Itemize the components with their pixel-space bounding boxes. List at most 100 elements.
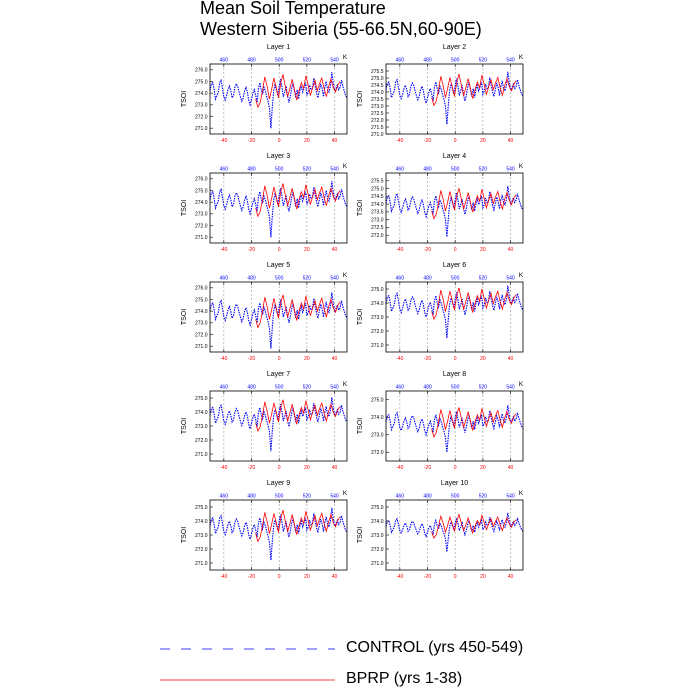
bprp-series-line (431, 73, 517, 107)
figure: Layer 1 K 460 480 500 520 540 -40 -20 0 20 40 271.0 2… (181, 44, 524, 580)
y-tick-label: 276.0 (195, 68, 208, 74)
control-series-line (209, 397, 348, 452)
bprp-series-line (431, 513, 517, 539)
y-tick-label: 275.0 (371, 505, 384, 511)
top-tick-label: 540 (506, 167, 515, 173)
bottom-tick-label: -20 (248, 465, 255, 471)
legend-bprp-label: BPRP (yrs 1-38) (346, 670, 463, 687)
panel-5: Layer 5 K 460 480 500 520 540 -40 -20 0 20 40 271.0 2… (181, 262, 348, 362)
panel-frame (385, 390, 524, 462)
top-tick-label: 540 (330, 58, 339, 64)
y-axis-label: TSOI (357, 200, 364, 216)
top-tick-label: 500 (451, 58, 460, 64)
y-axis-label: TSOI (357, 527, 364, 543)
panel-title: Layer 5 (267, 262, 290, 269)
y-tick-label: 272.5 (371, 225, 384, 231)
top-tick-label: 500 (451, 167, 460, 173)
y-tick-label: 272.0 (195, 114, 208, 120)
top-tick-label: 540 (330, 276, 339, 282)
top-tick-label: 480 (423, 494, 432, 500)
bottom-tick-label: 40 (508, 356, 514, 362)
top-tick-label: 480 (423, 385, 432, 391)
bottom-tick-label: -40 (220, 574, 227, 580)
y-tick-label: 275.0 (195, 297, 208, 303)
top-tick-label: 460 (220, 276, 229, 282)
top-tick-label: 460 (396, 276, 405, 282)
legend-item-control: CONTROL (yrs 450-549) (160, 637, 580, 661)
y-tick-label: 275.0 (371, 398, 384, 404)
bottom-tick-label: 40 (508, 574, 514, 580)
y-tick-label: 274.0 (195, 91, 208, 97)
y-tick-label: 274.0 (195, 200, 208, 206)
y-tick-label: 276.0 (195, 286, 208, 292)
top-tick-label: 480 (247, 276, 256, 282)
bprp-series-line (431, 188, 517, 220)
y-tick-label: 274.0 (371, 202, 384, 208)
top-tick-label: 540 (506, 276, 515, 282)
panel-8: Layer 8 K 460 480 500 520 540 -40 -20 0 20 40 272.0 2… (357, 371, 524, 471)
bottom-tick-label: -40 (220, 138, 227, 144)
y-tick-label: 272.0 (371, 547, 384, 553)
top-tick-label: 460 (396, 494, 405, 500)
bottom-tick-label: -40 (220, 465, 227, 471)
top-tick-label: 500 (275, 58, 284, 64)
top-tick-label: 520 (479, 276, 488, 282)
bottom-tick-label: 20 (480, 247, 486, 253)
y-tick-label: 272.0 (371, 329, 384, 335)
control-series-line (209, 181, 348, 238)
y-tick-label: 274.0 (195, 410, 208, 416)
y-tick-label: 273.0 (371, 433, 384, 439)
bottom-tick-label: -20 (248, 247, 255, 253)
bottom-tick-label: 0 (278, 574, 281, 580)
y-tick-label: 274.0 (195, 309, 208, 315)
bottom-tick-label: 20 (480, 138, 486, 144)
top-tick-label: 500 (275, 494, 284, 500)
y-tick-label: 274.0 (195, 519, 208, 525)
top-tick-label: 520 (303, 276, 312, 282)
bottom-tick-label: -20 (248, 574, 255, 580)
top-tick-label: 500 (275, 385, 284, 391)
bottom-tick-label: 40 (332, 356, 338, 362)
bprp-series-line (255, 399, 341, 433)
y-tick-label: 272.0 (195, 332, 208, 338)
top-tick-label: 520 (303, 494, 312, 500)
legend-control-swatch (160, 648, 335, 650)
y-tick-label: 271.0 (195, 344, 208, 350)
panel-3: Layer 3 K 460 480 500 520 540 -40 -20 0 20 40 271.0 2… (181, 153, 348, 253)
bprp-series-line (431, 287, 517, 321)
y-tick-label: 271.5 (371, 125, 384, 131)
y-tick-label: 273.0 (371, 217, 384, 223)
top-axis-unit: K (343, 381, 348, 388)
y-tick-label: 271.0 (371, 343, 384, 349)
top-tick-label: 460 (220, 167, 229, 173)
control-series-line (385, 71, 524, 125)
bottom-tick-label: 20 (304, 138, 310, 144)
y-tick-label: 272.0 (195, 438, 208, 444)
bottom-tick-label: 20 (304, 465, 310, 471)
y-axis-label: TSOI (181, 527, 188, 543)
bottom-tick-label: 40 (332, 574, 338, 580)
legend-bprp-swatch (160, 679, 335, 681)
bottom-tick-label: 40 (508, 465, 514, 471)
bottom-tick-label: 0 (278, 138, 281, 144)
y-tick-label: 274.5 (371, 83, 384, 89)
panel-9: Layer 9 K 460 480 500 520 540 -40 -20 0 20 40 271.0 2… (181, 480, 348, 580)
top-tick-label: 480 (247, 58, 256, 64)
figure-title: Mean Soil Temperature (200, 0, 386, 18)
bottom-tick-label: 0 (454, 356, 457, 362)
bottom-tick-label: 20 (304, 574, 310, 580)
bottom-tick-label: -40 (396, 138, 403, 144)
panel-frame (209, 390, 348, 462)
bottom-tick-label: 20 (304, 356, 310, 362)
bottom-tick-label: -20 (424, 247, 431, 253)
y-tick-label: 271.0 (195, 561, 208, 567)
bottom-tick-label: -40 (220, 356, 227, 362)
bottom-tick-label: -40 (396, 356, 403, 362)
top-axis-unit: K (343, 490, 348, 497)
bottom-tick-label: 40 (332, 465, 338, 471)
y-tick-label: 273.0 (195, 533, 208, 539)
panel-title: Layer 7 (267, 371, 290, 378)
y-tick-label: 271.0 (371, 561, 384, 567)
panel-frame (209, 63, 348, 135)
y-tick-label: 273.0 (371, 533, 384, 539)
